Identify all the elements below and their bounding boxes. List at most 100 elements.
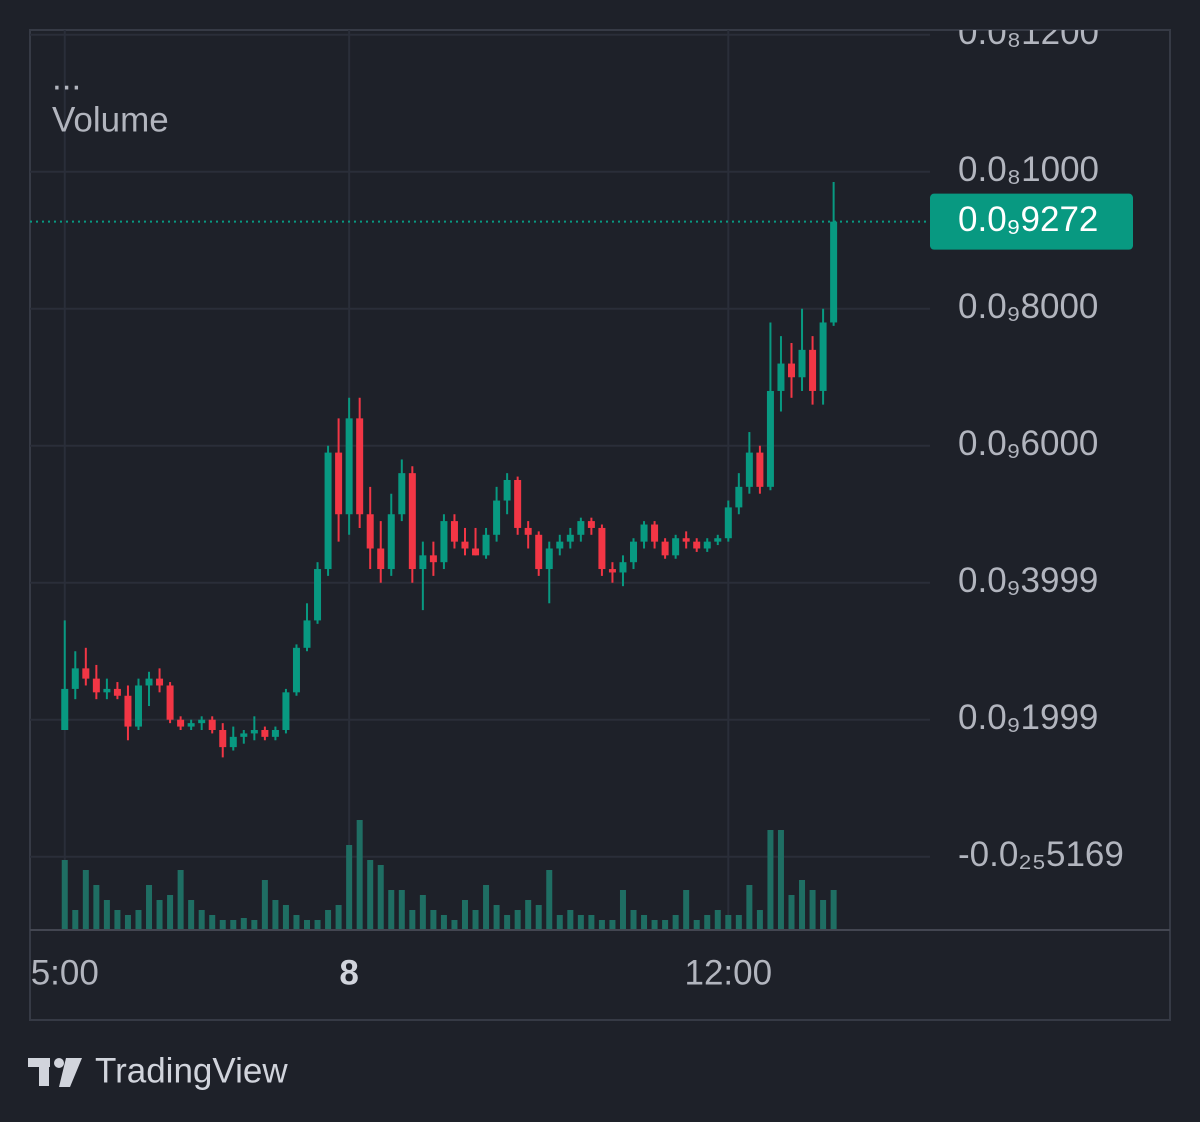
volume-bar [704,915,711,930]
candle-body [756,452,764,487]
x-tick-label: 5:00 [31,953,99,992]
volume-bar [598,920,605,930]
candle-body [198,719,206,724]
candle-body [324,452,332,570]
volume-bar [135,910,142,930]
volume-bar [261,880,268,930]
candle-body [292,647,300,693]
volume-bar [588,915,595,930]
candle-body [787,363,795,378]
candle-body [429,555,437,563]
volume-bar [282,905,289,930]
candle-body [809,349,817,391]
candle-body [208,719,216,730]
candle-body [524,527,532,535]
candle-body [777,363,785,391]
candle-body [724,507,732,539]
candle-body [566,534,574,542]
volume-bar [546,870,553,930]
volume-bar [556,915,563,930]
candle-body [493,500,501,535]
candle-body [240,733,248,737]
volume-bar [651,920,658,930]
y-tick-label: 0.0₉6000 [958,424,1098,463]
plot: 0.0₈1200 0.0₈1000 0.0₉8000 0.0₉6000 0.0₉3999… [30,30,1124,930]
volume-bar [535,905,542,930]
y-tick-label: 0.0₉1999 [958,698,1098,737]
brand-logo [28,1058,82,1087]
volume-bar [325,910,332,930]
volume-bar [525,900,532,930]
candle-body [619,562,627,573]
volume-bar [409,910,416,930]
candle-body [735,486,743,508]
candle-body [419,555,427,570]
last-price-tag [930,193,1133,250]
volume-bar [830,890,837,930]
last-price-label: 0.0₉9272 [958,200,1098,239]
volume-bar [251,920,258,930]
candle-body [556,541,564,549]
candle-body [587,521,595,528]
volume-bar [693,920,700,930]
brand-name: TradingView [95,1051,288,1090]
candle-body [145,678,153,686]
candle-body [314,569,322,621]
candle-body [92,678,100,693]
volume-bar [356,820,363,930]
candle-body [640,524,648,542]
volume-bar [230,920,237,930]
volume-bar [103,900,110,930]
candle-body [545,548,553,570]
volume-bar [735,915,742,930]
volume-bar [820,900,827,930]
legend-ellipsis: ... [52,58,81,97]
candle-body [82,668,90,679]
candle-body [261,730,269,737]
candle-body [472,548,480,556]
volume-bar [124,915,131,930]
candle-body [766,390,774,487]
volume-bar [461,900,468,930]
volume-bar [756,910,763,930]
candle-body [672,538,680,556]
volume-bar [430,910,437,930]
candle-body [187,723,195,727]
candle-body [335,452,343,515]
candle-body [61,688,69,730]
candle-body [514,480,522,528]
candle-body [345,418,353,515]
candle-body [166,685,174,720]
candle-body [219,730,227,748]
candle-body [693,541,701,549]
candle-body [271,730,279,737]
candle-body [630,541,638,563]
candle-body [577,521,585,535]
candle-body [408,473,416,570]
candle-body [682,538,690,542]
volume-bar [93,885,100,930]
candle-body [714,538,722,542]
volume-bar [419,895,426,930]
volume-bar [472,910,479,930]
volume-bar [504,915,511,930]
x-tick-label: 12:00 [685,953,773,992]
candle-body [535,534,543,570]
volume-bar [451,920,458,930]
volume-bar [483,885,490,930]
y-tick-label: -0.0₂₅5169 [958,835,1124,874]
volume-bar [198,910,205,930]
volume-bar [377,865,384,930]
candle-body [830,221,838,323]
volume-bar [641,915,648,930]
volume-bar [809,890,816,930]
volume-bar [630,910,637,930]
volume-bar [514,910,521,930]
y-tick-label: 0.0₉3999 [958,561,1098,600]
volume-bar [683,890,690,930]
candle-body [124,695,132,727]
candle-body [608,569,616,573]
volume-bar [219,920,226,930]
